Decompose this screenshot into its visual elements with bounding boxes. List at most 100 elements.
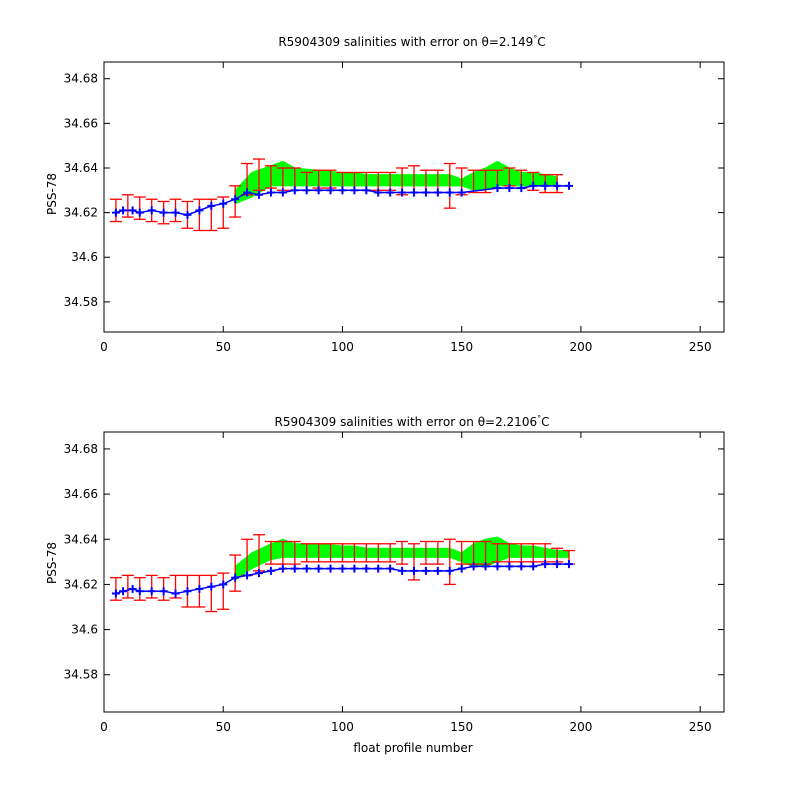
chart-top-float-salinity-point xyxy=(457,188,466,197)
chart-bottom-float-salinity-point xyxy=(421,566,430,575)
chart-top-float-salinity-point xyxy=(314,186,323,195)
chart-top-float-salinity-point xyxy=(278,188,287,197)
chart-top-float-salinity-point xyxy=(362,186,371,195)
chart-top-float-salinity-point xyxy=(195,206,204,215)
chart-top-ytick-label: 34.62 xyxy=(64,206,98,220)
chart-bottom-error-bar xyxy=(360,543,373,563)
chart-top-float-salinity-point xyxy=(302,186,311,195)
chart-bottom-float-salinity-point xyxy=(517,562,526,571)
chart-bottom-float-salinity-point xyxy=(231,573,240,582)
chart-top-error-bar xyxy=(193,198,206,232)
chart-bottom-error-bar xyxy=(431,540,444,565)
chart-bottom-float-salinity-point xyxy=(362,564,371,573)
chart-bottom-float-salinity-point xyxy=(314,564,323,573)
chart-bottom-float-salinity-point xyxy=(445,566,454,575)
chart-bottom-float-salinity-point xyxy=(481,562,490,571)
chart-bottom-error-bar xyxy=(419,540,432,565)
chart-bottom-float-salinity-point xyxy=(255,569,263,578)
chart-bottom-axes: 0 50 100 150 200 250 34.58 34.6 34.62 34.64 34.66 3… xyxy=(64,431,725,734)
chart-bottom-float-salinity-point xyxy=(159,587,168,596)
chart-bottom-float-salinity-point xyxy=(266,566,275,575)
chart-bottom-float-salinity-point xyxy=(135,587,144,596)
chart-bottom-error-bar xyxy=(443,538,456,586)
chart-top-float-salinity-point xyxy=(111,208,120,217)
chart-bottom-error-bar xyxy=(300,543,313,563)
chart-top-xtick-label: 150 xyxy=(450,340,473,354)
chart-bottom-float-salinity-point xyxy=(469,562,478,571)
chart-bottom-float-salinity-point xyxy=(219,580,228,589)
chart-bottom-xlabel: float profile number xyxy=(353,741,472,755)
chart-top-float-salinity-point xyxy=(159,208,168,217)
chart-bottom-float-salinity-point xyxy=(111,589,120,598)
chart-bottom-plot-area xyxy=(109,534,575,613)
chart-bottom-float-salinity-point xyxy=(326,564,335,573)
chart-top-error-bar xyxy=(264,165,277,189)
chart-top-float-salinity-point xyxy=(266,188,275,197)
chart-bottom-ytick-label: 34.62 xyxy=(64,577,98,591)
chart-top-float-salinity-point xyxy=(243,188,252,197)
chart-top-xtick-label: 100 xyxy=(331,340,354,354)
chart-top-float-salinity-point xyxy=(338,186,347,195)
chart-bottom-float-salinity-point xyxy=(529,562,538,571)
chart-bottom-float-salinity-point xyxy=(243,571,252,580)
chart-bottom-float-salinity-point xyxy=(207,582,216,591)
chart-bottom-error-bar xyxy=(312,543,325,563)
chart-bottom: R5904309 salinities with error on θ=2.21… xyxy=(45,414,725,755)
chart-top-float-salinity-point xyxy=(565,181,573,190)
chart-bottom-xtick-label: 100 xyxy=(331,720,354,734)
chart-bottom-xtick-label: 50 xyxy=(216,720,231,734)
chart-bottom-error-bar xyxy=(336,543,349,563)
chart-top-float-salinity-point xyxy=(505,184,514,193)
chart-top-float-salinity-point xyxy=(374,188,383,197)
chart-bottom-xtick-label: 250 xyxy=(689,720,712,734)
chart-bottom-float-salinity-point xyxy=(171,589,180,598)
chart-top-title: R5904309 salinities with error on θ=2.14… xyxy=(278,34,545,49)
chart-bottom-error-bar xyxy=(121,574,134,599)
chart-bottom-error-bar xyxy=(217,572,230,610)
chart-bottom-error-bar xyxy=(384,543,397,563)
chart-bottom-error-bar xyxy=(515,543,528,563)
chart-bottom-error-bar xyxy=(205,574,218,613)
chart-bottom-float-salinity-point xyxy=(350,564,359,573)
chart-top-float-salinity-point xyxy=(183,210,192,219)
chart-bottom-float-salinity-point xyxy=(302,564,311,573)
chart-bottom-float-salinity-point xyxy=(183,587,192,596)
chart-bottom-float-salinity-point xyxy=(433,566,442,575)
chart-bottom-float-salinity-point xyxy=(505,562,514,571)
chart-top-float-salinity-point xyxy=(350,186,359,195)
chart-top-xtick-label: 50 xyxy=(216,340,231,354)
chart-top-float-salinity-point xyxy=(171,208,180,217)
chart-top-float-salinity-point xyxy=(128,206,137,215)
chart-top-float-salinity-point xyxy=(119,206,128,215)
chart-top-float-salinity-point xyxy=(493,184,502,193)
chart-top-float-salinity-point xyxy=(553,181,562,190)
chart-bottom-float-salinity-point xyxy=(410,566,418,575)
chart-top-axes-frame xyxy=(103,61,725,333)
chart-top-float-salinity-point xyxy=(433,188,442,197)
chart-bottom-error-bar xyxy=(491,543,504,563)
chart-top-float-salinity-point xyxy=(445,188,454,197)
chart-bottom-error-bar xyxy=(276,540,289,565)
chart-bottom-title: R5904309 salinities with error on θ=2.21… xyxy=(275,414,550,429)
chart-top-error-bar xyxy=(121,194,134,218)
chart-bottom-error-bar xyxy=(455,540,468,565)
chart-bottom-ytick-label: 34.66 xyxy=(64,487,98,501)
chart-top: R5904309 salinities with error on θ=2.14… xyxy=(45,34,725,354)
chart-top-float-salinity-point xyxy=(421,188,430,197)
chart-top-ytick-label: 34.66 xyxy=(64,116,98,130)
chart-bottom-axes-frame xyxy=(103,431,725,713)
chart-top-float-salinity-point xyxy=(410,188,418,197)
chart-bottom-float-salinity-point xyxy=(374,564,383,573)
chart-bottom-error-bar xyxy=(396,540,409,565)
chart-bottom-error-bar xyxy=(527,543,540,563)
chart-top-xtick-label: 250 xyxy=(689,340,712,354)
chart-top-error-bar xyxy=(253,158,265,191)
chart-bottom-float-salinity-point xyxy=(553,560,562,569)
chart-bottom-ytick-label: 34.58 xyxy=(64,668,98,682)
chart-bottom-xtick-label: 150 xyxy=(450,720,473,734)
chart-top-ytick-label: 34.64 xyxy=(64,161,98,175)
chart-bottom-float-salinity-point xyxy=(119,587,128,596)
chart-bottom-float-salinity-point xyxy=(128,584,137,593)
chart-bottom-float-salinity-point xyxy=(290,564,299,573)
chart-bottom-error-bar xyxy=(348,543,361,563)
